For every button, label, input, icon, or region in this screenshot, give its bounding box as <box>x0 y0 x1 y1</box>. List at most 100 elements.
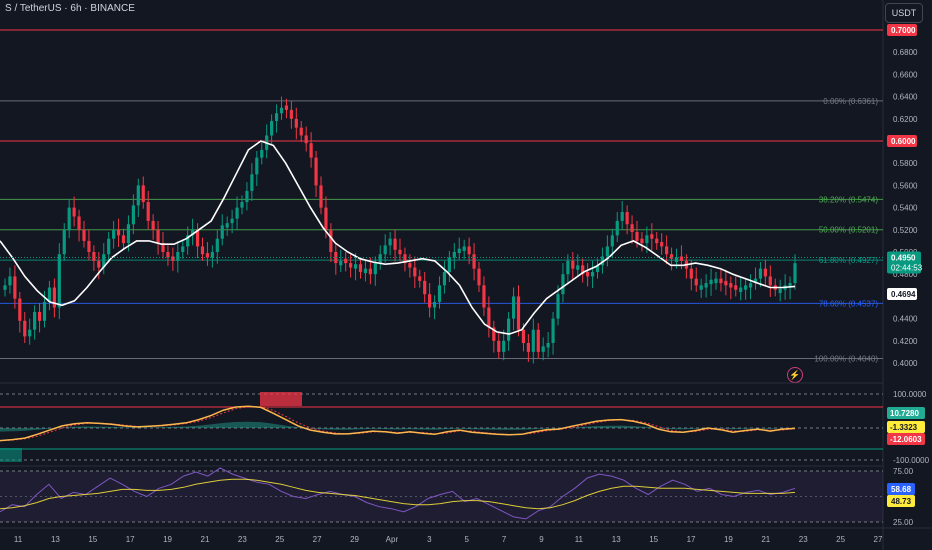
time-tick-label: 17 <box>687 535 696 544</box>
candle-body <box>131 205 135 225</box>
candle-body <box>383 245 387 255</box>
candle-body <box>778 288 782 294</box>
candle-body <box>28 329 32 337</box>
candle-body <box>462 246 466 251</box>
candle-body <box>526 343 530 352</box>
time-tick-label: 11 <box>575 535 584 544</box>
candle-body <box>358 264 363 272</box>
candle-body <box>576 265 580 270</box>
candle-body <box>674 257 679 262</box>
countdown-label: 02:44:53 <box>891 264 923 273</box>
candle-body <box>344 258 348 264</box>
candle-body <box>709 279 713 285</box>
candle-body <box>3 285 7 290</box>
resistance-price-tag <box>887 135 917 147</box>
candle-body <box>457 248 461 254</box>
candle-body <box>748 283 753 288</box>
candle-body <box>467 246 471 255</box>
candle-body <box>744 285 748 290</box>
candle-body <box>279 107 284 114</box>
candle-body <box>432 301 437 308</box>
candle-body <box>447 257 451 272</box>
last-price-label: 0.4950 <box>891 254 916 263</box>
time-tick-label: 27 <box>313 535 322 544</box>
candle-body <box>136 185 140 206</box>
candle-body <box>719 278 723 284</box>
price-tick-label: 0.6600 <box>893 70 918 79</box>
price-tick-label: 0.5800 <box>893 159 918 168</box>
rsi-upper-label: 75.00 <box>893 467 914 476</box>
candle-body <box>516 296 521 330</box>
time-tick-label: 23 <box>238 535 247 544</box>
rsi-line <box>0 467 796 520</box>
candle-body <box>373 263 377 275</box>
currency-button[interactable]: USDT <box>885 3 923 23</box>
osc-value-tag <box>887 407 925 419</box>
candle-body <box>334 252 338 264</box>
osc-value-label: 10.7280 <box>890 409 919 418</box>
osc-value-tag <box>887 433 925 445</box>
candle-body <box>62 229 66 255</box>
candle-body <box>363 268 368 274</box>
ma-price-label: 0.4694 <box>891 290 916 299</box>
candle-body <box>704 283 708 288</box>
candle-body <box>146 202 150 221</box>
price-tick-label: 0.4200 <box>893 337 918 346</box>
candle-body <box>586 271 590 277</box>
time-tick-label: 27 <box>874 535 883 544</box>
rsi-value-tag <box>887 483 915 495</box>
time-tick-label: Apr <box>386 535 399 544</box>
candle-body <box>121 235 126 244</box>
candle-body <box>581 265 585 275</box>
candle-body <box>610 235 614 247</box>
candle-body <box>186 235 190 247</box>
candle-body <box>294 118 298 128</box>
time-tick-label: 7 <box>502 535 507 544</box>
candle-body <box>763 268 767 277</box>
candle-body <box>77 216 81 230</box>
price-tick-label: 0.4000 <box>893 359 918 368</box>
candle-body <box>289 109 293 119</box>
candle-body <box>13 276 17 299</box>
candle-body <box>551 318 555 344</box>
candle-body <box>655 238 659 244</box>
time-tick-label: 17 <box>126 535 135 544</box>
candle-body <box>87 240 91 252</box>
time-tick-label: 19 <box>724 535 733 544</box>
candle-body <box>645 235 649 244</box>
candle-body <box>112 229 116 239</box>
candle-body <box>240 202 244 208</box>
candle-body <box>729 283 733 288</box>
candle-body <box>33 311 37 330</box>
rsi-lower-label: 25.00 <box>893 518 914 527</box>
time-tick-label: 15 <box>88 535 97 544</box>
candle-body <box>793 263 797 284</box>
time-tick-label: 9 <box>539 535 544 544</box>
candle-body <box>195 229 200 247</box>
candle-body <box>314 157 318 186</box>
candle-body <box>423 280 427 295</box>
candle-body <box>47 287 52 302</box>
candle-body <box>393 238 397 250</box>
candle-body <box>378 254 382 264</box>
candle-body <box>546 343 550 348</box>
osc-signal-line <box>0 406 796 442</box>
candle-body <box>92 252 96 261</box>
candle-body <box>284 105 289 110</box>
time-tick-label: 13 <box>51 535 60 544</box>
candle-body <box>788 283 792 288</box>
candle-body <box>487 307 491 328</box>
candle-body <box>679 256 684 261</box>
candle-body <box>329 229 333 252</box>
candle-body <box>615 220 619 236</box>
resistance-price-tag <box>887 24 917 36</box>
oversold-highlight <box>0 448 22 462</box>
candle-body <box>442 271 447 286</box>
candle-body <box>176 252 180 261</box>
candle-body <box>507 318 511 341</box>
candle-body <box>650 234 654 239</box>
fib-level-label: 38.20% (0.5474) <box>819 195 878 204</box>
candle-body <box>408 263 412 268</box>
candle-body <box>97 260 101 268</box>
